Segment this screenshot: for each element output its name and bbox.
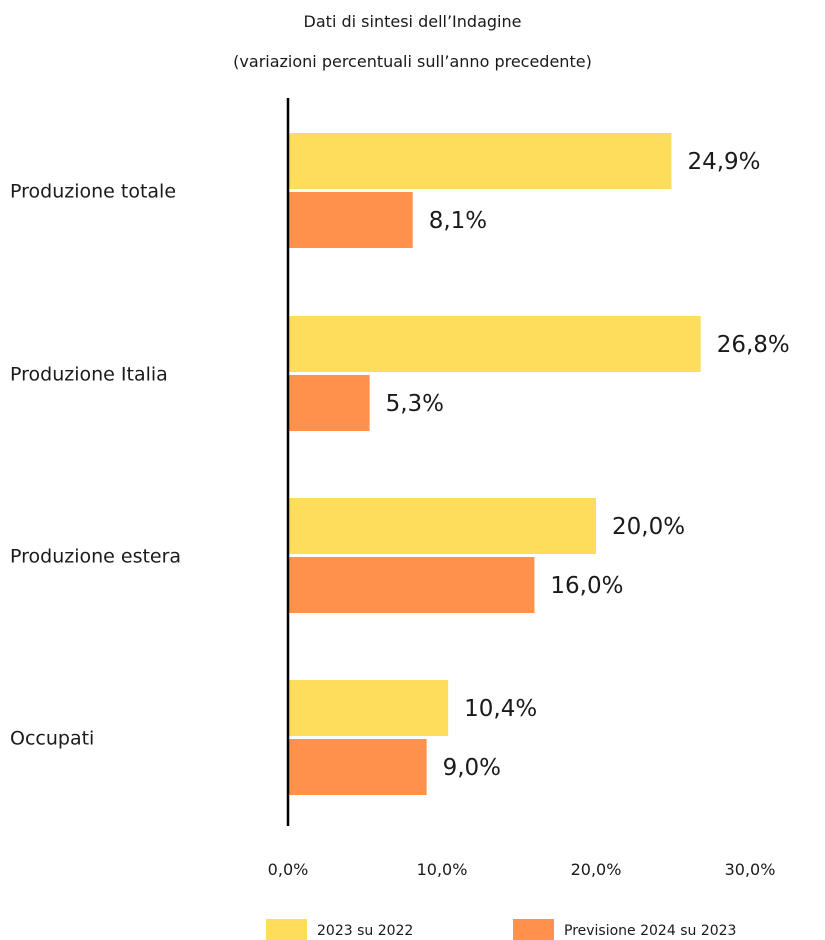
x-tick-label: 0,0%: [268, 860, 309, 879]
bar-current: [288, 133, 672, 189]
data-label: 26,8%: [717, 332, 790, 358]
legend-label: 2023 su 2022: [317, 923, 413, 939]
chart-subtitle: (variazioni percentuali sull’anno preced…: [233, 52, 592, 71]
bar-current: [288, 498, 596, 554]
bar-forecast: [288, 375, 370, 431]
category-label: Produzione Italia: [10, 364, 168, 386]
legend-swatch: [266, 919, 307, 940]
data-label: 10,4%: [464, 696, 537, 722]
bar-forecast: [288, 192, 413, 248]
data-label: 24,9%: [687, 149, 760, 175]
x-tick-label: 20,0%: [571, 860, 622, 879]
data-label: 16,0%: [550, 573, 623, 599]
x-tick-label: 30,0%: [725, 860, 776, 879]
category-label: Produzione totale: [10, 181, 176, 203]
data-label: 9,0%: [443, 755, 501, 781]
bar-current: [288, 680, 449, 736]
bar-forecast: [288, 739, 427, 795]
data-label: 20,0%: [612, 514, 685, 540]
bar-forecast: [288, 557, 535, 613]
category-label: Occupati: [10, 728, 94, 750]
category-label: Produzione estera: [10, 546, 181, 568]
chart-title: Dati di sintesi dell’Indagine: [303, 12, 522, 31]
data-label: 5,3%: [386, 391, 444, 417]
legend-swatch: [513, 919, 554, 940]
legend-label: Previsione 2024 su 2023: [564, 923, 736, 939]
x-tick-label: 10,0%: [417, 860, 468, 879]
bar-current: [288, 316, 701, 372]
data-label: 8,1%: [429, 208, 487, 234]
